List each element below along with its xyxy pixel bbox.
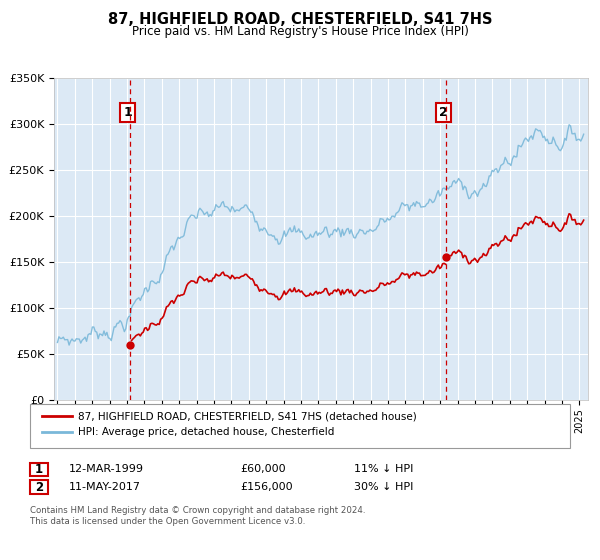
Text: 1: 1 — [124, 106, 132, 119]
Text: 30% ↓ HPI: 30% ↓ HPI — [354, 482, 413, 492]
Text: 2: 2 — [35, 480, 43, 494]
Text: 2: 2 — [439, 106, 448, 119]
Text: Contains HM Land Registry data © Crown copyright and database right 2024.
This d: Contains HM Land Registry data © Crown c… — [30, 506, 365, 526]
Text: 11-MAY-2017: 11-MAY-2017 — [69, 482, 141, 492]
Text: 12-MAR-1999: 12-MAR-1999 — [69, 464, 144, 474]
Text: 11% ↓ HPI: 11% ↓ HPI — [354, 464, 413, 474]
Text: 87, HIGHFIELD ROAD, CHESTERFIELD, S41 7HS: 87, HIGHFIELD ROAD, CHESTERFIELD, S41 7H… — [108, 12, 492, 27]
Text: Price paid vs. HM Land Registry's House Price Index (HPI): Price paid vs. HM Land Registry's House … — [131, 25, 469, 38]
Text: 1: 1 — [35, 463, 43, 476]
Text: 87, HIGHFIELD ROAD, CHESTERFIELD, S41 7HS (detached house): 87, HIGHFIELD ROAD, CHESTERFIELD, S41 7H… — [78, 411, 417, 421]
Text: HPI: Average price, detached house, Chesterfield: HPI: Average price, detached house, Ches… — [78, 427, 334, 437]
Text: £156,000: £156,000 — [240, 482, 293, 492]
Text: £60,000: £60,000 — [240, 464, 286, 474]
